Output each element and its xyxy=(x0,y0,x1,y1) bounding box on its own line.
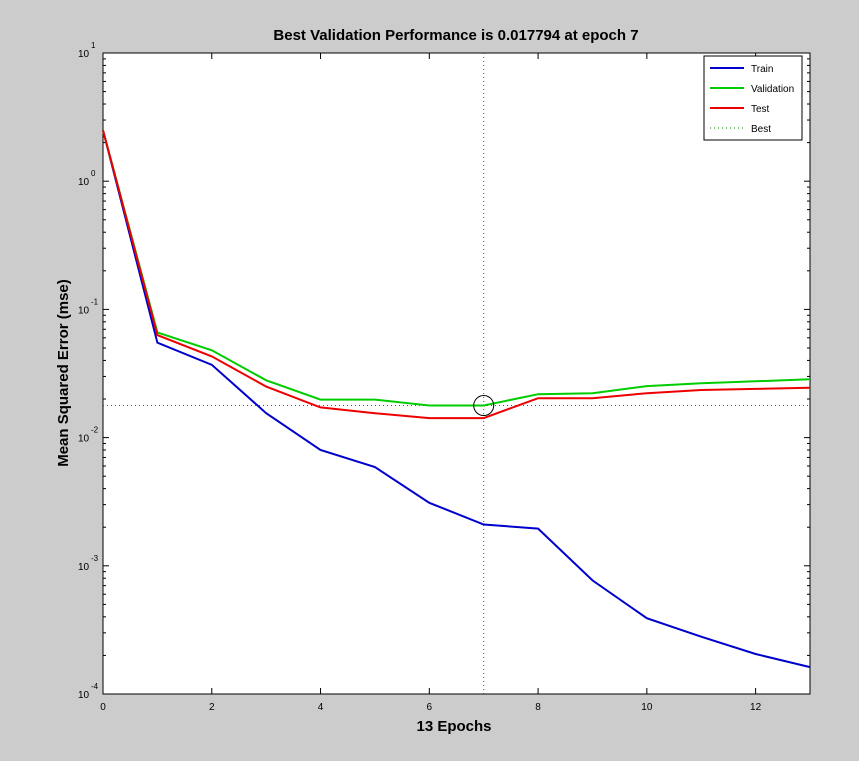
y-tick-label: 10 xyxy=(78,305,90,316)
legend-label: Best xyxy=(751,124,771,135)
legend-label: Train xyxy=(751,64,773,75)
legend-box xyxy=(703,55,803,141)
x-tick-label: 0 xyxy=(100,702,106,713)
chart-title: Best Validation Performance is 0.017794 … xyxy=(273,27,638,44)
y-tick-label: 10 xyxy=(78,49,90,60)
series-validation-line xyxy=(102,129,811,407)
x-tick-label: 4 xyxy=(318,702,324,713)
plot-area xyxy=(102,52,811,695)
y-tick-exponent: -4 xyxy=(91,682,99,691)
y-tick-label: 10 xyxy=(78,177,90,188)
best-lines xyxy=(103,53,810,694)
y-tick-exponent: -3 xyxy=(91,554,99,563)
x-tick-label: 10 xyxy=(641,702,653,713)
best-marker xyxy=(473,395,495,417)
legend-label: Validation xyxy=(751,84,794,95)
y-tick-exponent: 1 xyxy=(91,41,96,50)
x-tick-label: 6 xyxy=(427,702,433,713)
x-tick-label: 2 xyxy=(209,702,215,713)
series-test-line xyxy=(102,129,811,420)
y-tick-exponent: -2 xyxy=(91,426,99,435)
y-tick-exponent: -1 xyxy=(91,297,99,306)
series-train-line xyxy=(102,129,811,669)
y-tick-exponent: 0 xyxy=(91,169,96,178)
y-tick-label: 10 xyxy=(78,434,90,445)
y-axis-title: Mean Squared Error (mse) xyxy=(55,279,72,467)
y-tick-label: 10 xyxy=(78,562,90,573)
x-tick-label: 12 xyxy=(750,702,762,713)
x-tick-label: 8 xyxy=(535,702,541,713)
legend-label: Test xyxy=(751,104,770,115)
x-axis-title: 13 Epochs xyxy=(416,718,491,735)
series-lines xyxy=(102,129,811,669)
legend: Train Validation Test Best xyxy=(703,55,803,141)
y-tick-label: 10 xyxy=(78,690,90,701)
